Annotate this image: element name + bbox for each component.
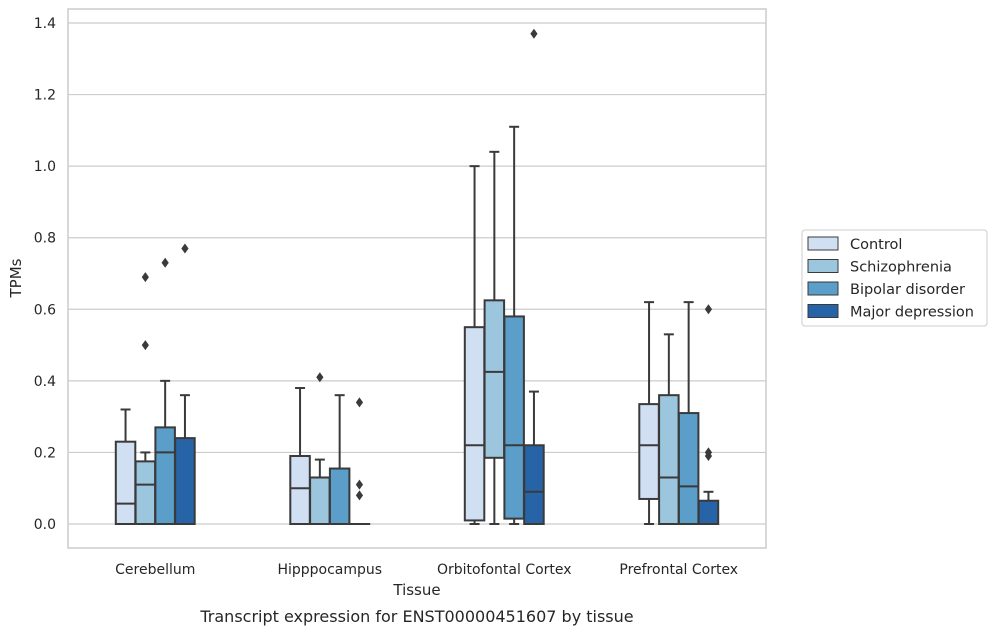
y-tick-label: 1.2 [34, 88, 56, 104]
box-body [483, 299, 506, 459]
outlier-point [530, 28, 538, 39]
box-major-depression [697, 304, 720, 526]
box-control [463, 165, 486, 525]
box-bipolar-disorder [503, 125, 525, 525]
box-body [523, 444, 545, 525]
box-body [309, 476, 331, 526]
box-major-depression [523, 28, 545, 525]
box-control [114, 408, 137, 526]
x-tick-label: Orbitofontal Cortex [437, 562, 572, 578]
box-control [638, 301, 660, 525]
outlier-point [316, 372, 324, 383]
legend-swatch [807, 259, 839, 273]
chart-caption: Transcript expression for ENST0000045160… [199, 607, 633, 626]
outlier-point [704, 447, 713, 458]
box-body [114, 440, 137, 526]
x-tick-label: Prefrontal Cortex [619, 562, 738, 578]
outlier-point [355, 479, 364, 490]
outlier-point [141, 340, 149, 351]
outlier-point [355, 490, 364, 501]
box-body [174, 437, 196, 525]
box-body [289, 455, 311, 525]
y-axis-label: TPMs [7, 258, 25, 298]
y-tick-label: 1.0 [34, 159, 56, 175]
legend-label: Control [850, 237, 902, 253]
outlier-point [141, 272, 149, 283]
x-tick-label: Cerebellum [115, 562, 195, 578]
legend-swatch [807, 236, 839, 251]
y-tick-label: 0.6 [34, 302, 56, 318]
box-body [463, 326, 486, 522]
y-tick-label: 0.2 [34, 445, 56, 461]
legend-frame [801, 229, 988, 327]
outlier-point [181, 243, 189, 254]
y-tick-labels: 0.0 0.2 0.4 0.6 0.8 1.0 1.2 1.4 [34, 16, 56, 533]
box-schizophrenia [658, 333, 680, 525]
box-body [328, 467, 351, 525]
box-bipolar-disorder [677, 301, 700, 526]
box-series [114, 28, 720, 526]
box-schizophrenia [134, 272, 157, 525]
x-axis-label: Tissue [392, 581, 440, 599]
box-body [154, 426, 176, 525]
box-major-depression [174, 243, 196, 525]
box-bipolar-disorder [154, 257, 176, 525]
box-schizophrenia [483, 150, 506, 525]
outlier-point [161, 257, 169, 268]
legend: Control Schizophrenia Bipolar disorder Majo… [801, 229, 988, 327]
legend-label: Major depression [850, 305, 974, 321]
box-body [677, 412, 700, 526]
x-tick-labels: Cerebellum Hipppocampus Orbitofontal Corte… [115, 562, 738, 578]
box-body [638, 403, 660, 500]
legend-swatch [807, 304, 839, 318]
box-control [289, 387, 311, 525]
box-bipolar-disorder [328, 394, 351, 525]
y-tick-label: 0.0 [34, 517, 56, 533]
plot-frame [67, 8, 767, 549]
y-tick-label: 1.4 [34, 16, 56, 32]
box-body [658, 394, 680, 525]
legend-label: Schizophrenia [850, 260, 952, 276]
box-body [697, 499, 720, 526]
box-major-depression [348, 397, 371, 526]
outlier-point [355, 397, 364, 408]
x-tick-label: Hipppocampus [277, 562, 382, 578]
outlier-point [704, 304, 713, 315]
legend-swatch [807, 281, 839, 296]
box-schizophrenia [309, 372, 331, 526]
box-body [134, 460, 157, 525]
legend-label: Bipolar disorder [850, 282, 965, 298]
box-body [503, 315, 525, 520]
y-tick-label: 0.4 [34, 374, 56, 390]
y-tick-label: 0.8 [34, 231, 56, 247]
